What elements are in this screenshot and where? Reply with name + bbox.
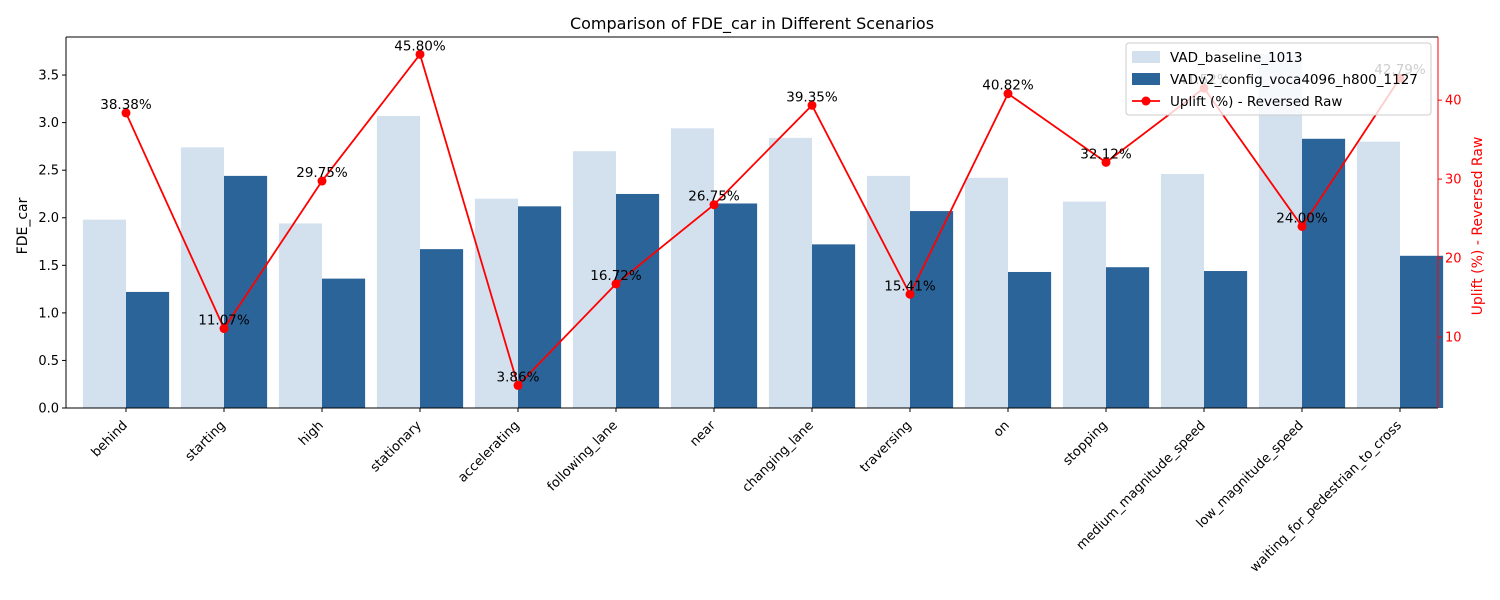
- vadv2-bar: [518, 206, 562, 408]
- y2-tick-label: 20: [1445, 252, 1462, 267]
- x-tick-label: high: [296, 418, 327, 449]
- x-tick-label: near: [687, 418, 719, 450]
- vadv2-bar: [1302, 138, 1346, 409]
- uplift-point: [709, 200, 719, 210]
- x-tick-label: following_lane: [545, 418, 621, 494]
- x-tick-label: on: [991, 418, 1013, 440]
- uplift-data-label: 26.75%: [688, 189, 740, 205]
- baseline-bar: [1356, 141, 1400, 408]
- uplift-point: [121, 108, 131, 118]
- vadv2-bar: [1400, 255, 1444, 408]
- baseline-bar: [82, 219, 126, 408]
- baseline-bar: [474, 198, 518, 408]
- chart-title: Comparison of FDE_car in Different Scena…: [570, 14, 934, 34]
- vadv2-bar: [1204, 271, 1248, 408]
- legend-swatch-marker: [1141, 96, 1151, 106]
- vadv2-bar: [1008, 271, 1052, 408]
- y-tick-label: 3.5: [38, 69, 59, 84]
- baseline-bar: [1160, 173, 1204, 408]
- uplift-point: [1003, 89, 1013, 99]
- y2-axis-label: Uplift (%) - Reversed Raw: [1470, 137, 1486, 316]
- bars-layer: [82, 54, 1444, 409]
- vadv2-bar: [224, 175, 268, 408]
- uplift-point: [219, 324, 229, 334]
- x-tick-label: behind: [89, 418, 131, 460]
- baseline-bar: [572, 151, 616, 408]
- uplift-data-label: 24.00%: [1276, 210, 1328, 226]
- y2-tick-label: 30: [1445, 173, 1462, 188]
- uplift-data-label: 40.82%: [982, 78, 1034, 94]
- x-tick-label: stopping: [1060, 418, 1111, 469]
- y-tick-label: 3.0: [38, 116, 59, 131]
- baseline-bar: [376, 115, 420, 408]
- y-axis-label: FDE_car: [15, 197, 31, 254]
- y-tick-label: 2.0: [38, 211, 59, 226]
- legend-label: Uplift (%) - Reversed Raw: [1170, 94, 1342, 110]
- baseline-bar: [964, 177, 1008, 408]
- legend-label: VAD_baseline_1013: [1170, 50, 1302, 66]
- uplift-point: [317, 176, 327, 186]
- x-tick-label: traversing: [857, 418, 915, 476]
- vadv2-bar: [812, 244, 856, 408]
- legend: VAD_baseline_1013 VADv2_config_voca4096_h…: [1125, 42, 1432, 116]
- baseline-bar: [278, 223, 322, 408]
- x-tick-label: accelerating: [455, 418, 522, 485]
- vadv2-bar: [616, 193, 660, 408]
- uplift-data-label: 16.72%: [590, 268, 642, 284]
- vadv2-bar: [1106, 267, 1150, 408]
- y2-tick-label: 10: [1445, 330, 1462, 345]
- vadv2-bar: [910, 211, 954, 408]
- uplift-point: [905, 289, 915, 299]
- legend-swatch: [1132, 73, 1160, 85]
- uplift-data-label: 15.41%: [884, 278, 936, 294]
- x-tick-label: changing_lane: [740, 418, 817, 495]
- uplift-point: [513, 380, 523, 390]
- vadv2-bar: [420, 249, 464, 408]
- y-tick-label: 1.5: [38, 259, 59, 274]
- y2-tick-label: 40: [1445, 94, 1462, 109]
- x-tick-label: stationary: [368, 418, 425, 475]
- legend-box: [1125, 42, 1432, 116]
- y-tick-label: 2.5: [38, 164, 59, 179]
- baseline-bar: [866, 175, 910, 408]
- y-tick-label: 0.5: [38, 354, 59, 369]
- vadv2-bar: [714, 203, 758, 408]
- uplift-data-label: 38.38%: [100, 97, 152, 113]
- baseline-bar: [180, 147, 224, 408]
- y-tick-label: 1.0: [38, 306, 59, 321]
- uplift-data-label: 3.86%: [497, 369, 540, 385]
- uplift-point: [415, 49, 425, 59]
- baseline-bar: [670, 128, 714, 409]
- uplift-data-label: 11.07%: [198, 313, 250, 329]
- legend-swatch: [1132, 51, 1160, 63]
- uplift-point: [1101, 157, 1111, 167]
- vadv2-bar: [126, 291, 170, 408]
- x-tick-label: waiting_for_pedestrian_to_cross: [1247, 418, 1405, 576]
- x-tick-label: starting: [183, 418, 229, 464]
- uplift-point: [807, 100, 817, 110]
- uplift-data-label: 29.75%: [296, 165, 348, 181]
- uplift-point: [611, 279, 621, 289]
- uplift-data-label: 39.35%: [786, 89, 838, 105]
- x-tick-label: low_magnitude_speed: [1194, 418, 1307, 531]
- baseline-bar: [1062, 201, 1106, 408]
- baseline-bar: [768, 137, 812, 409]
- uplift-data-label: 45.80%: [394, 38, 446, 54]
- y-tick-label: 0.0: [38, 402, 59, 417]
- legend-label: VADv2_config_voca4096_h800_1127: [1170, 72, 1418, 88]
- uplift-data-label: 32.12%: [1080, 146, 1132, 162]
- uplift-point: [1297, 221, 1307, 231]
- vadv2-bar: [322, 278, 366, 408]
